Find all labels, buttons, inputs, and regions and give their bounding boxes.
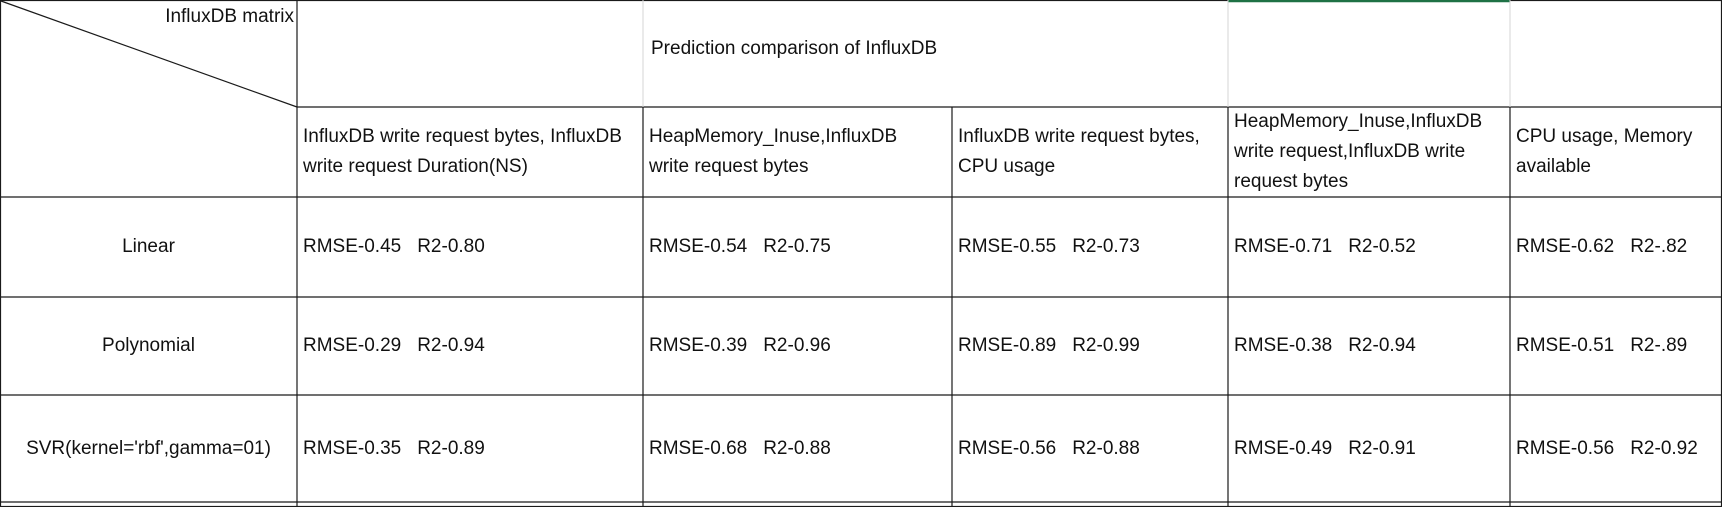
column-header-label: InfluxDB write request bytes, CPU usage <box>958 126 1200 177</box>
rmse-value: RMSE-0.89 <box>958 335 1057 356</box>
row-label-polynomial[interactable]: Polynomial <box>0 297 297 395</box>
metric-cell[interactable]: RMSE-0.45 R2-0.80 <box>297 197 643 297</box>
rmse-value: RMSE-0.38 <box>1234 335 1333 356</box>
rmse-value: RMSE-0.51 <box>1516 335 1615 356</box>
r2-value: R2-0.99 <box>1072 335 1140 356</box>
column-header-1[interactable]: InfluxDB write request bytes, InfluxDB w… <box>297 107 643 197</box>
metric-cell[interactable]: RMSE-0.51 R2-.89 <box>1510 297 1722 395</box>
rmse-value: RMSE-0.39 <box>649 335 748 356</box>
column-header-label: HeapMemory_Inuse,InfluxDB write request,… <box>1234 111 1483 192</box>
rmse-value: RMSE-0.29 <box>303 335 402 356</box>
table-title: Prediction comparison of InfluxDB <box>651 38 938 59</box>
metric-cell[interactable]: RMSE-0.35 R2-0.89 <box>297 395 643 502</box>
r2-value: R2-.89 <box>1630 335 1688 356</box>
metric-cell[interactable]: RMSE-0.56 R2-0.88 <box>952 395 1228 502</box>
r2-value: R2-0.94 <box>417 335 485 356</box>
rmse-value: RMSE-0.55 <box>958 236 1057 257</box>
r2-value: R2-0.89 <box>417 437 485 459</box>
metric-cell[interactable]: RMSE-0.39 R2-0.96 <box>643 297 952 395</box>
column-header-label: HeapMemory_Inuse,InfluxDB write request … <box>649 126 898 177</box>
rmse-value: RMSE-0.68 <box>649 437 748 459</box>
r2-value: R2-.82 <box>1630 236 1688 257</box>
rmse-value: RMSE-0.49 <box>1234 437 1333 459</box>
corner-diagonal-line <box>0 0 298 108</box>
row-label: SVR(kernel='rbf',gamma=01) <box>26 437 271 459</box>
r2-value: R2-0.91 <box>1348 437 1416 459</box>
row-label: Polynomial <box>102 335 195 356</box>
row-label: Linear <box>122 236 175 257</box>
column-header-3[interactable]: InfluxDB write request bytes, CPU usage <box>952 107 1228 197</box>
rmse-value: RMSE-0.35 <box>303 437 402 459</box>
row-label-svr[interactable]: SVR(kernel='rbf',gamma=01) <box>0 395 297 502</box>
r2-value: R2-0.88 <box>763 437 831 459</box>
rmse-value: RMSE-0.71 <box>1234 236 1333 257</box>
header-empty-cell[interactable] <box>0 107 297 197</box>
r2-value: R2-0.94 <box>1348 335 1416 356</box>
r2-value: R2-0.73 <box>1072 236 1140 257</box>
metric-cell[interactable]: RMSE-0.49 R2-0.91 <box>1228 395 1510 502</box>
rmse-value: RMSE-0.45 <box>303 236 402 257</box>
metric-cell[interactable]: RMSE-0.62 R2-.82 <box>1510 197 1722 297</box>
rmse-value: RMSE-0.54 <box>649 236 748 257</box>
column-header-4[interactable]: HeapMemory_Inuse,InfluxDB write request,… <box>1228 107 1510 197</box>
column-header-label: InfluxDB write request bytes, InfluxDB w… <box>303 126 622 177</box>
column-header-2[interactable]: HeapMemory_Inuse,InfluxDB write request … <box>643 107 952 197</box>
rmse-value: RMSE-0.62 <box>1516 236 1615 257</box>
metric-cell[interactable]: RMSE-0.56 R2-0.92 <box>1510 395 1722 502</box>
metric-cell[interactable]: RMSE-0.68 R2-0.88 <box>643 395 952 502</box>
column-header-label: CPU usage, Memory available <box>1516 126 1693 177</box>
rmse-value: RMSE-0.56 <box>958 437 1057 459</box>
r2-value: R2-0.52 <box>1348 236 1416 257</box>
r2-value: R2-0.80 <box>417 236 485 257</box>
r2-value: R2-0.92 <box>1630 437 1698 459</box>
metric-cell[interactable]: RMSE-0.71 R2-0.52 <box>1228 197 1510 297</box>
corner-label: InfluxDB matrix <box>165 6 294 27</box>
metric-cell[interactable]: RMSE-0.55 R2-0.73 <box>952 197 1228 297</box>
column-header-5[interactable]: CPU usage, Memory available <box>1510 107 1722 197</box>
metric-cell[interactable]: RMSE-0.38 R2-0.94 <box>1228 297 1510 395</box>
metric-cell[interactable]: RMSE-0.29 R2-0.94 <box>297 297 643 395</box>
r2-value: R2-0.96 <box>763 335 831 356</box>
corner-cell[interactable]: InfluxDB matrix <box>0 0 297 107</box>
rmse-value: RMSE-0.56 <box>1516 437 1615 459</box>
row-label-linear[interactable]: Linear <box>0 197 297 297</box>
metric-cell[interactable]: RMSE-0.54 R2-0.75 <box>643 197 952 297</box>
title-cell[interactable] <box>297 0 1722 107</box>
r2-value: R2-0.75 <box>763 236 831 257</box>
r2-value: R2-0.88 <box>1072 437 1140 459</box>
metric-cell[interactable]: RMSE-0.89 R2-0.99 <box>952 297 1228 395</box>
